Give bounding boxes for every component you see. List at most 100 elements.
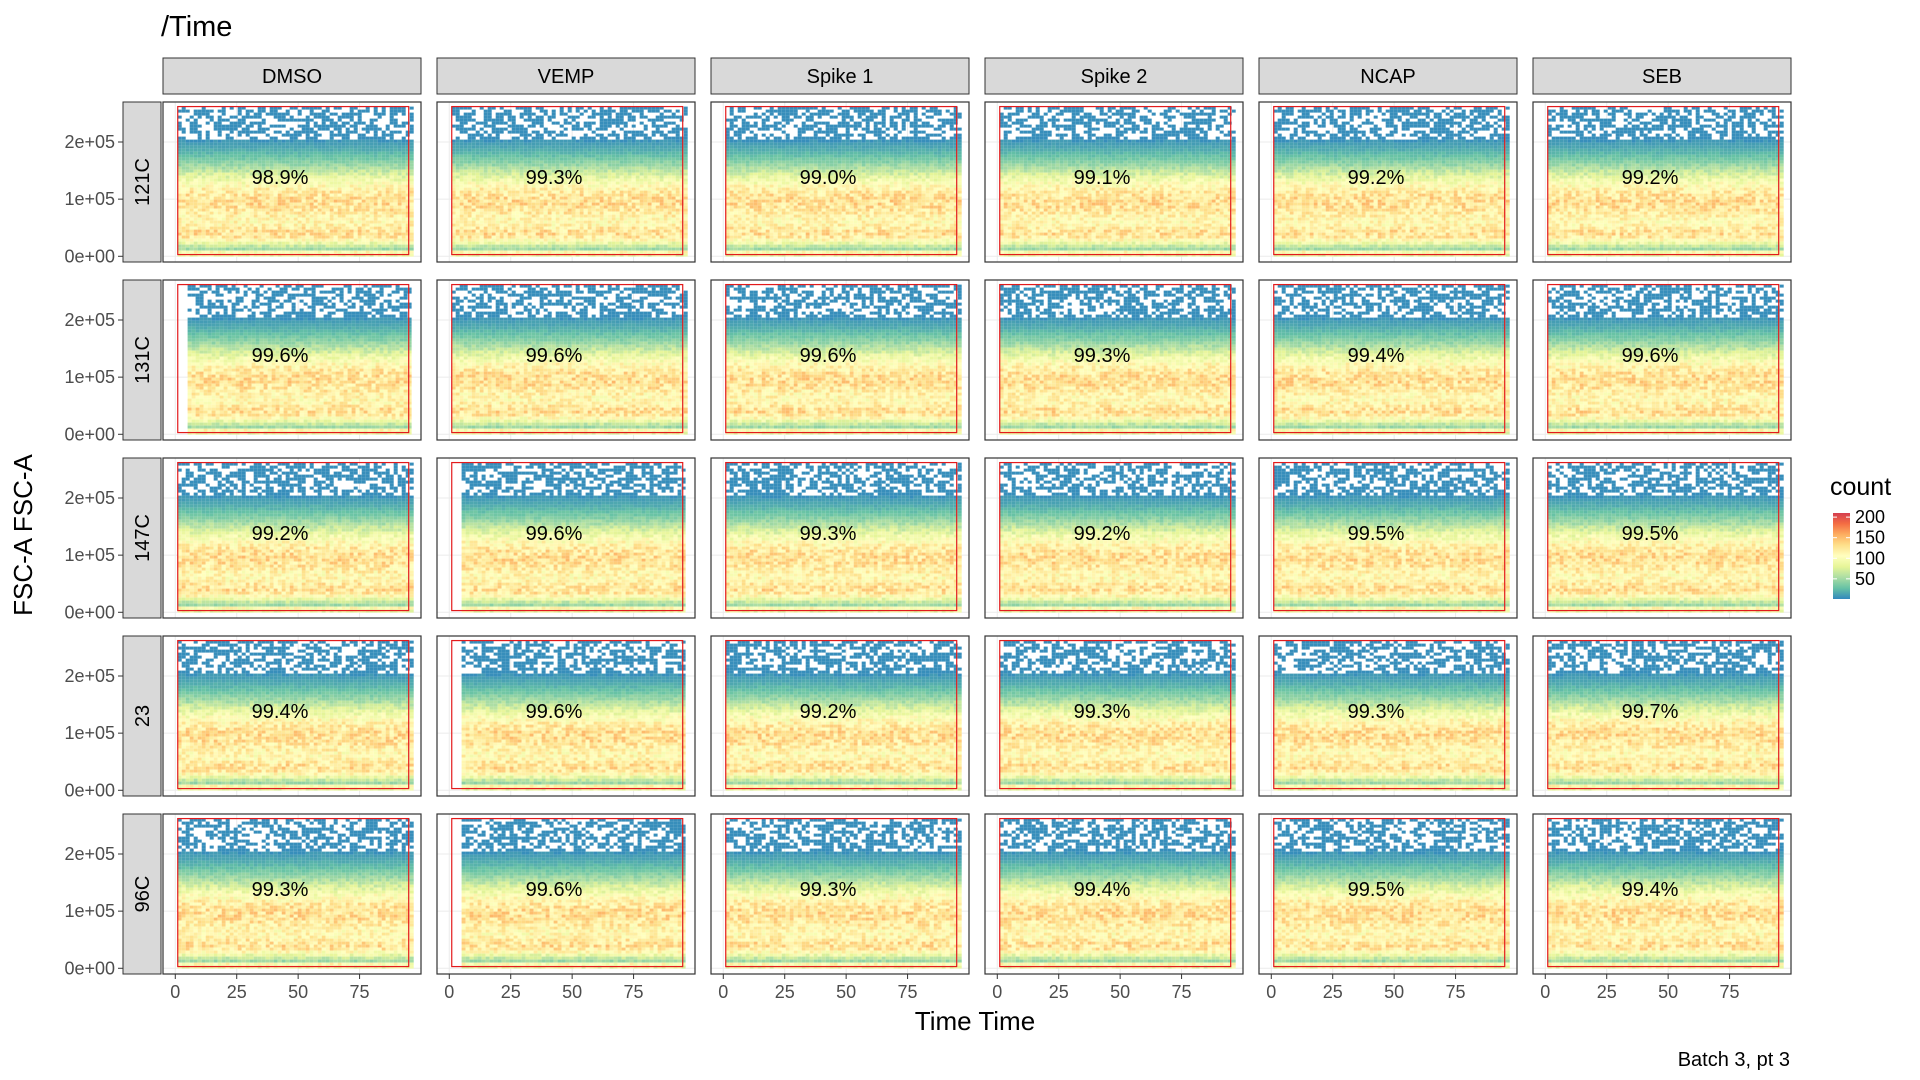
panel-147c-ncap: 99.5% xyxy=(1259,458,1517,618)
x-tick-label: 25 xyxy=(775,982,795,1002)
gate-percentage-label: 99.2% xyxy=(1622,167,1679,189)
panel-23-ncap: 99.3% xyxy=(1259,636,1517,796)
panel-131c-dmso: 99.6% xyxy=(163,280,421,440)
panel-147c-vemp: 99.6% xyxy=(437,458,695,618)
x-tick-label: 25 xyxy=(1323,982,1343,1002)
y-tick-label: 1e+05 xyxy=(64,545,115,565)
y-tick-label: 0e+00 xyxy=(64,246,115,266)
x-tick-label: 50 xyxy=(1384,982,1404,1002)
x-axes: 0 25 50 75 0 25 50 75 0 25 50 75 0 25 50 75 0 25 50 75 0 25 50… xyxy=(170,974,1739,1002)
y-tick-label: 2e+05 xyxy=(64,666,115,686)
gate-percentage-label: 99.0% xyxy=(800,167,857,189)
x-tick-label: 75 xyxy=(1446,982,1466,1002)
panel-131c-spike-1: 99.6% xyxy=(711,280,969,440)
gate-percentage-label: 99.3% xyxy=(800,879,857,901)
x-axis-ncap: 0 25 50 75 xyxy=(1266,974,1465,1002)
x-tick-label: 0 xyxy=(444,982,454,1002)
legend-tick-label: 100 xyxy=(1855,548,1885,568)
x-tick-label: 75 xyxy=(898,982,918,1002)
panel-23-spike-1: 99.2% xyxy=(711,636,969,796)
y-axes: 0e+001e+052e+050e+001e+052e+050e+001e+05… xyxy=(64,132,123,978)
gate-percentage-label: 99.5% xyxy=(1348,879,1405,901)
x-tick-label: 75 xyxy=(1172,982,1192,1002)
column-strip-ncap: NCAP xyxy=(1259,58,1517,94)
x-axis-seb: 0 25 50 75 xyxy=(1540,974,1739,1002)
gate-percentage-label: 99.4% xyxy=(252,701,309,723)
panel-23-seb: 99.7% xyxy=(1533,636,1791,796)
y-axis-row-23: 0e+00 1e+05 2e+05 xyxy=(64,666,123,800)
column-strip-label: NCAP xyxy=(1360,66,1416,88)
panel-147c-spike-2: 99.2% xyxy=(985,458,1243,618)
gate-percentage-label: 99.6% xyxy=(800,345,857,367)
gate-percentage-label: 99.2% xyxy=(1348,167,1405,189)
x-tick-label: 0 xyxy=(1540,982,1550,1002)
x-tick-label: 50 xyxy=(288,982,308,1002)
y-tick-label: 0e+00 xyxy=(64,424,115,444)
legend-tick-label: 200 xyxy=(1855,507,1885,527)
panel-121c-dmso: 98.9% xyxy=(163,102,421,262)
panel-121c-ncap: 99.2% xyxy=(1259,102,1517,262)
gate-percentage-label: 99.7% xyxy=(1622,701,1679,723)
gate-percentage-label: 99.1% xyxy=(1074,167,1131,189)
y-tick-label: 2e+05 xyxy=(64,310,115,330)
gate-percentage-label: 99.3% xyxy=(1074,345,1131,367)
column-strip-label: DMSO xyxy=(262,66,322,88)
panel-23-spike-2: 99.3% xyxy=(985,636,1243,796)
row-strip-96c: 96C xyxy=(123,814,161,974)
gate-percentage-label: 99.6% xyxy=(526,523,583,545)
gate-percentage-label: 99.6% xyxy=(526,879,583,901)
row-strip-label: 131C xyxy=(132,336,154,384)
panel-96c-spike-2: 99.4% xyxy=(985,814,1243,974)
y-tick-label: 0e+00 xyxy=(64,780,115,800)
gate-percentage-label: 99.3% xyxy=(800,523,857,545)
panel-96c-spike-1: 99.3% xyxy=(711,814,969,974)
panel-96c-ncap: 99.5% xyxy=(1259,814,1517,974)
gate-percentage-label: 99.6% xyxy=(526,701,583,723)
panel-131c-seb: 99.6% xyxy=(1533,280,1791,440)
row-strip-label: 121C xyxy=(132,158,154,206)
row-strip-131c: 131C xyxy=(123,280,161,440)
x-tick-label: 75 xyxy=(350,982,370,1002)
y-tick-label: 1e+05 xyxy=(64,723,115,743)
panel-121c-spike-1: 99.0% xyxy=(711,102,969,262)
x-tick-label: 25 xyxy=(1049,982,1069,1002)
gate-percentage-label: 99.4% xyxy=(1348,345,1405,367)
x-tick-label: 75 xyxy=(624,982,644,1002)
panel-23-vemp: 99.6% xyxy=(437,636,695,796)
gate-percentage-label: 99.3% xyxy=(1348,701,1405,723)
gate-percentage-label: 99.4% xyxy=(1622,879,1679,901)
x-tick-label: 0 xyxy=(1266,982,1276,1002)
x-axis-vemp: 0 25 50 75 xyxy=(444,974,643,1002)
panel-131c-spike-2: 99.3% xyxy=(985,280,1243,440)
legend-color-bar xyxy=(1833,513,1850,599)
x-tick-label: 50 xyxy=(562,982,582,1002)
panel-147c-spike-1: 99.3% xyxy=(711,458,969,618)
column-strip-label: SEB xyxy=(1642,66,1682,88)
panel-131c-vemp: 99.6% xyxy=(437,280,695,440)
chart-title: /Time xyxy=(161,11,232,43)
panel-96c-seb: 99.4% xyxy=(1533,814,1791,974)
y-tick-label: 2e+05 xyxy=(64,844,115,864)
x-tick-label: 0 xyxy=(170,982,180,1002)
caption: Batch 3, pt 3 xyxy=(1678,1049,1790,1071)
gate-percentage-label: 99.2% xyxy=(252,523,309,545)
x-tick-label: 25 xyxy=(501,982,521,1002)
gate-percentage-label: 99.2% xyxy=(800,701,857,723)
x-tick-label: 50 xyxy=(1658,982,1678,1002)
column-strip-spike-2: Spike 2 xyxy=(985,58,1243,94)
column-strip-label: Spike 1 xyxy=(807,66,874,88)
x-tick-label: 0 xyxy=(718,982,728,1002)
gate-percentage-label: 99.5% xyxy=(1348,523,1405,545)
y-tick-label: 0e+00 xyxy=(64,602,115,622)
x-tick-label: 25 xyxy=(1597,982,1617,1002)
x-axis-spike-1: 0 25 50 75 xyxy=(718,974,917,1002)
column-strip-seb: SEB xyxy=(1533,58,1791,94)
gate-percentage-label: 99.3% xyxy=(252,879,309,901)
x-tick-label: 50 xyxy=(1110,982,1130,1002)
gate-percentage-label: 99.6% xyxy=(526,345,583,367)
